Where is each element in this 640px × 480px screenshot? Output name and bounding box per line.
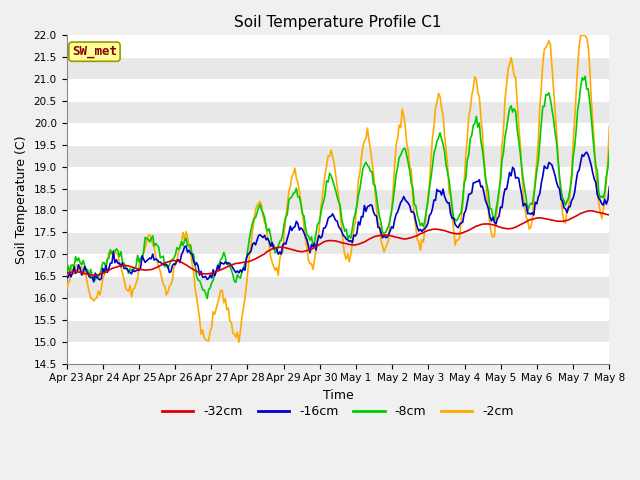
Bar: [67, 320, 609, 342]
Bar: [67, 36, 609, 57]
X-axis label: Time: Time: [323, 389, 353, 402]
Y-axis label: Soil Temperature (C): Soil Temperature (C): [15, 135, 28, 264]
Title: Soil Temperature Profile C1: Soil Temperature Profile C1: [234, 15, 442, 30]
Bar: [67, 232, 609, 254]
Legend: -32cm, -16cm, -8cm, -2cm: -32cm, -16cm, -8cm, -2cm: [157, 400, 519, 423]
Bar: [67, 145, 609, 167]
Bar: [67, 79, 609, 101]
Text: SW_met: SW_met: [72, 45, 117, 58]
Bar: [67, 210, 609, 232]
Bar: [67, 123, 609, 145]
Bar: [67, 57, 609, 79]
Bar: [67, 254, 609, 276]
Bar: [67, 101, 609, 123]
Bar: [67, 189, 609, 210]
Bar: [67, 342, 609, 364]
Bar: [67, 167, 609, 189]
Bar: [67, 276, 609, 298]
Bar: [67, 298, 609, 320]
